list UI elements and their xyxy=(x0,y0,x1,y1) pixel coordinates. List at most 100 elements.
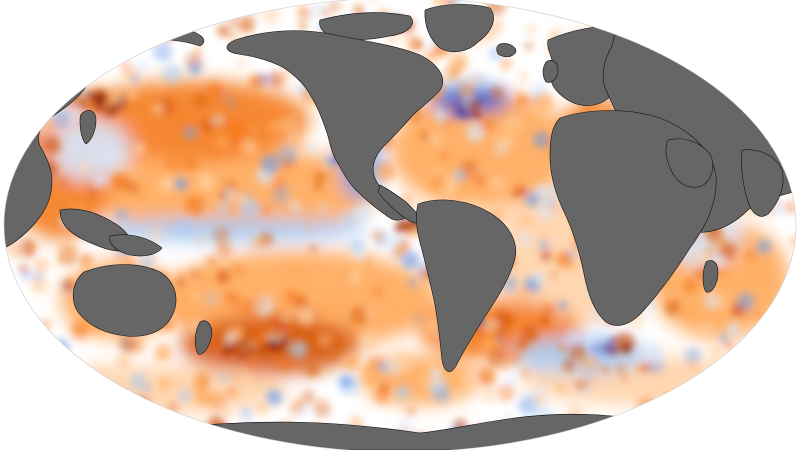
anomaly-speckle xyxy=(64,20,83,39)
anomaly-speckle xyxy=(228,30,238,41)
anomaly-speckle xyxy=(314,171,327,184)
anomaly-speckle xyxy=(673,398,681,407)
anomaly-speckle xyxy=(174,177,188,191)
anomaly-speckle xyxy=(46,371,63,387)
anomaly-speckle xyxy=(708,325,715,332)
anomaly-speckle xyxy=(42,432,50,439)
anomaly-speckle xyxy=(784,408,796,422)
anomaly-speckle xyxy=(197,173,215,191)
anomaly-speckle xyxy=(394,355,413,373)
anomaly-speckle xyxy=(506,376,515,385)
anomaly-speckle xyxy=(181,422,201,442)
anomaly-speckle xyxy=(331,353,340,362)
anomaly-speckle xyxy=(502,58,511,66)
anomaly-speckle xyxy=(192,291,201,299)
anomaly-speckle xyxy=(135,60,148,74)
anomaly-speckle xyxy=(7,50,22,65)
anomaly-speckle xyxy=(4,51,13,65)
anomaly-speckle xyxy=(766,435,783,450)
anomaly-speckle xyxy=(721,376,738,393)
anomaly-speckle xyxy=(521,324,539,342)
anomaly-speckle xyxy=(289,263,304,278)
anomaly-speckle xyxy=(400,250,420,270)
anomaly-speckle xyxy=(557,385,565,393)
anomaly-speckle xyxy=(248,74,265,90)
anomaly-speckle xyxy=(213,147,222,155)
anomaly-speckle xyxy=(272,185,291,204)
anomaly-speckle xyxy=(220,406,231,417)
anomaly-speckle xyxy=(4,409,5,420)
anomaly-speckle xyxy=(214,0,232,14)
new-zealand-landmass xyxy=(194,320,213,355)
anomaly-coldspot xyxy=(600,339,605,344)
anomaly-speckle xyxy=(487,347,506,367)
anomaly-speckle xyxy=(212,426,219,433)
anomaly-speckle xyxy=(406,407,415,416)
anomaly-speckle xyxy=(284,289,300,304)
anomaly-speckle xyxy=(698,3,715,21)
anomaly-speckle xyxy=(81,15,91,24)
anomaly-speckle xyxy=(217,24,230,37)
anomaly-hotspot xyxy=(281,336,289,344)
anomaly-speckle xyxy=(792,275,796,288)
anomaly-speckle xyxy=(317,332,333,348)
anomaly-speckle xyxy=(277,358,291,372)
anomaly-speckle xyxy=(736,292,755,311)
anomaly-speckle xyxy=(281,314,289,323)
anomaly-speckle xyxy=(476,365,497,385)
anomaly-speckle xyxy=(69,49,89,70)
anomaly-speckle xyxy=(517,232,533,248)
anomaly-speckle xyxy=(231,263,244,276)
anomaly-speckle xyxy=(781,86,791,96)
anomaly-speckle xyxy=(758,2,779,23)
anomaly-speckle xyxy=(152,42,173,62)
anomaly-speckle xyxy=(183,156,197,171)
anomaly-speckle xyxy=(157,10,166,19)
anomaly-speckle xyxy=(90,147,98,155)
anomaly-speckle xyxy=(748,350,765,366)
anomaly-speckle xyxy=(787,321,796,340)
anomaly-hotspot xyxy=(258,349,263,355)
anomaly-speckle xyxy=(757,13,766,22)
anomaly-speckle xyxy=(188,62,202,76)
anomaly-hotspot xyxy=(612,337,619,344)
anomaly-speckle xyxy=(494,298,507,310)
anomaly-speckle xyxy=(329,0,341,13)
anomaly-speckle xyxy=(131,30,142,40)
anomaly-speckle xyxy=(733,353,743,363)
anomaly-region xyxy=(50,120,130,180)
anomaly-speckle xyxy=(320,305,337,322)
anomaly-speckle xyxy=(61,40,78,57)
anomaly-speckle xyxy=(432,0,444,7)
anomaly-speckle xyxy=(429,132,443,146)
anomaly-speckle xyxy=(88,40,99,51)
anomaly-speckle xyxy=(741,421,762,441)
anomaly-speckle xyxy=(751,271,764,284)
anomaly-speckle xyxy=(40,319,52,331)
anomaly-speckle xyxy=(733,65,751,83)
anomaly-speckle xyxy=(364,256,374,266)
anomaly-speckle xyxy=(164,154,183,173)
anomaly-speckle xyxy=(790,236,796,247)
anomaly-hotspot xyxy=(468,111,473,117)
anomaly-speckle xyxy=(34,272,43,281)
anomaly-speckle xyxy=(653,32,672,51)
anomaly-coldspot xyxy=(599,344,604,349)
anomaly-speckle xyxy=(562,359,575,372)
anomaly-speckle xyxy=(630,384,638,392)
anomaly-coldspot xyxy=(329,157,337,165)
anomaly-speckle xyxy=(76,44,96,65)
anomaly-speckle xyxy=(443,65,460,82)
anomaly-speckle xyxy=(139,426,158,446)
anomaly-speckle xyxy=(520,367,531,378)
anomaly-speckle xyxy=(754,409,775,430)
anomaly-speckle xyxy=(506,411,513,419)
iceland-landmass xyxy=(496,43,517,58)
anomaly-speckle xyxy=(4,108,12,116)
anomaly-speckle xyxy=(615,364,626,374)
anomaly-speckle xyxy=(653,429,665,441)
anomaly-speckle xyxy=(338,386,348,396)
anomaly-speckle xyxy=(747,371,766,391)
anomaly-speckle xyxy=(193,387,212,406)
